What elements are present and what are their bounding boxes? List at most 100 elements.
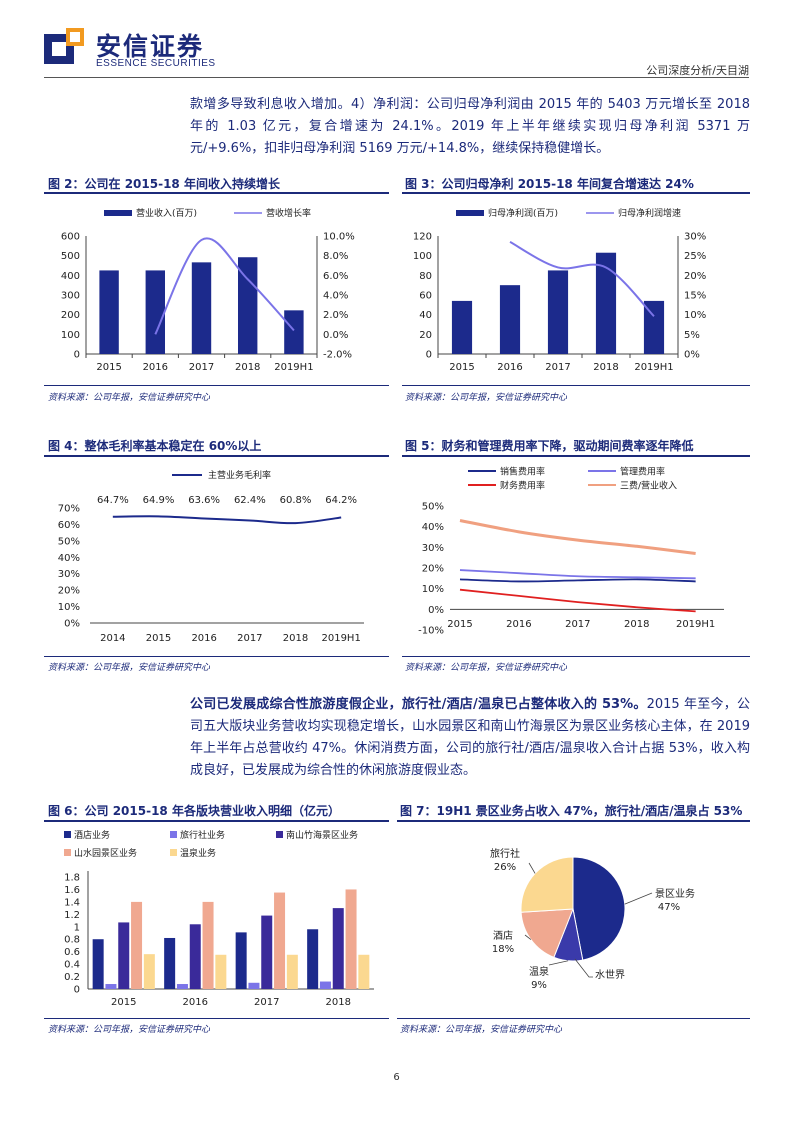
figure-3-title: 图 3：公司归母净利 2015-18 年间复合增速达 24% bbox=[405, 177, 694, 191]
y-tick-label: 40% bbox=[58, 553, 80, 564]
leader-line bbox=[574, 958, 593, 978]
figure-7-rule bbox=[397, 820, 750, 822]
y-tick-left: 100 bbox=[61, 330, 80, 341]
legend-label-line: 主营业务毛利率 bbox=[208, 469, 271, 481]
legend-swatch-bar bbox=[456, 210, 484, 216]
slice-value: 47% bbox=[658, 902, 680, 913]
y-tick-right: -2.0% bbox=[323, 350, 352, 361]
x-tick-label: 2017 bbox=[565, 619, 590, 630]
figure-5-source: 资料来源：公司年报，安信证券研究中心 bbox=[405, 663, 568, 673]
x-tick-label: 2015 bbox=[111, 997, 136, 1008]
legend-swatch bbox=[64, 849, 71, 856]
x-tick-label: 2017 bbox=[254, 997, 279, 1008]
pie-slice bbox=[520, 908, 574, 958]
y-tick-left: 500 bbox=[61, 251, 80, 262]
paragraph-business-mix: 公司已发展成综合性旅游度假企业，旅行社/酒店/温泉已占整体收入的 53%。201… bbox=[190, 694, 750, 782]
data-label: 63.6% bbox=[188, 495, 220, 506]
bar bbox=[307, 929, 319, 989]
y-tick-label: -10% bbox=[418, 626, 444, 637]
y-tick-right: 10.0% bbox=[323, 232, 355, 243]
y-tick-right: 10% bbox=[684, 310, 706, 321]
y-tick-label: 1.2 bbox=[64, 910, 80, 921]
bar bbox=[145, 270, 166, 354]
x-tick-label: 2019H1 bbox=[274, 362, 313, 373]
figure-5-rule bbox=[402, 455, 750, 457]
bar bbox=[451, 300, 473, 354]
series-line bbox=[459, 569, 696, 580]
x-tick-label: 2015 bbox=[447, 619, 472, 630]
figure-7-title: 图 7：19H1 景区业务占收入 47%，旅行社/酒店/温泉占 53% bbox=[400, 804, 743, 818]
bar bbox=[131, 901, 143, 989]
x-tick-label: 2018 bbox=[326, 997, 351, 1008]
bar bbox=[284, 310, 304, 354]
legend-label: 旅行社业务 bbox=[180, 829, 225, 841]
leader-line bbox=[548, 960, 569, 966]
bar bbox=[286, 954, 298, 989]
figure-7-source: 资料来源：公司年报，安信证券研究中心 bbox=[400, 1025, 563, 1035]
legend-label: 酒店业务 bbox=[74, 829, 110, 841]
y-tick-label: 50% bbox=[58, 536, 80, 547]
pie-slice bbox=[520, 856, 574, 913]
bar bbox=[215, 954, 227, 989]
y-tick-left: 300 bbox=[61, 291, 80, 302]
legend-label: 管理费用率 bbox=[620, 466, 665, 478]
y-tick-right: 2.0% bbox=[323, 310, 348, 321]
legend-swatch bbox=[170, 849, 177, 856]
figure-6-bottom-rule bbox=[44, 1018, 389, 1019]
figure-2-rule bbox=[44, 192, 389, 194]
legend-label-bar: 营业收入(百万) bbox=[136, 207, 197, 219]
x-tick-label: 2016 bbox=[143, 362, 168, 373]
logo-icon bbox=[44, 28, 84, 64]
figure-5-title: 图 5：财务和管理费用率下降，驱动期间费率逐年降低 bbox=[405, 439, 694, 453]
figure-4-source: 资料来源：公司年报，安信证券研究中心 bbox=[48, 663, 211, 673]
series-line bbox=[459, 588, 696, 613]
y-tick-label: 1.8 bbox=[64, 873, 80, 884]
bar bbox=[345, 889, 357, 989]
y-tick-label: 0 bbox=[74, 985, 80, 996]
y-tick-label: 30% bbox=[422, 543, 444, 554]
series-line bbox=[509, 241, 655, 317]
figure-3-bottom-rule bbox=[402, 385, 750, 386]
x-tick-label: 2019H1 bbox=[634, 362, 673, 373]
y-tick-label: 20% bbox=[58, 586, 80, 597]
x-tick-label: 2018 bbox=[593, 362, 618, 373]
figure-2-source: 资料来源：公司年报，安信证券研究中心 bbox=[48, 393, 211, 403]
slice-name: 水世界 bbox=[595, 969, 625, 981]
data-label: 64.2% bbox=[325, 495, 357, 506]
y-tick-right: 8.0% bbox=[323, 251, 348, 262]
y-tick-label: 70% bbox=[58, 504, 80, 515]
bar bbox=[105, 984, 117, 989]
x-tick-label: 2016 bbox=[183, 997, 208, 1008]
y-tick-label: 60% bbox=[58, 520, 80, 531]
y-tick-right: 15% bbox=[684, 291, 706, 302]
figure-2-bottom-rule bbox=[44, 385, 389, 386]
series-line bbox=[459, 578, 696, 583]
legend-swatch bbox=[170, 831, 177, 838]
series-line bbox=[154, 237, 295, 335]
bar bbox=[143, 954, 155, 989]
x-tick-label: 2017 bbox=[237, 633, 262, 644]
leader-line bbox=[524, 934, 532, 940]
bar bbox=[248, 982, 260, 989]
logo-text: 安信证券 bbox=[96, 32, 205, 61]
paragraph-net-profit: 款增多导致利息收入增加。4）净利润：公司归母净利润由 2015 年的 5403 … bbox=[190, 97, 750, 156]
y-tick-label: 1.4 bbox=[64, 897, 80, 908]
y-tick-label: 0% bbox=[428, 605, 444, 616]
x-tick-label: 2015 bbox=[146, 633, 171, 644]
bar bbox=[164, 937, 176, 989]
bar bbox=[202, 901, 214, 989]
paragraph-business-mix-lead: 公司已发展成综合性旅游度假企业，旅行社/酒店/温泉已占整体收入的 53%。 bbox=[190, 697, 647, 712]
y-tick-left: 400 bbox=[61, 271, 80, 282]
slice-value: 18% bbox=[492, 944, 514, 955]
y-tick-right: 0% bbox=[684, 350, 700, 361]
x-tick-label: 2014 bbox=[100, 633, 125, 644]
bar bbox=[595, 252, 617, 354]
figure-3-source: 资料来源：公司年报，安信证券研究中心 bbox=[405, 393, 568, 403]
y-tick-right: 6.0% bbox=[323, 271, 348, 282]
legend-label: 财务费用率 bbox=[500, 480, 545, 492]
report-category: 公司深度分析/天目湖 bbox=[646, 64, 749, 77]
y-tick-left: 60 bbox=[419, 291, 432, 302]
bar bbox=[547, 270, 569, 354]
y-tick-right: 20% bbox=[684, 271, 706, 282]
